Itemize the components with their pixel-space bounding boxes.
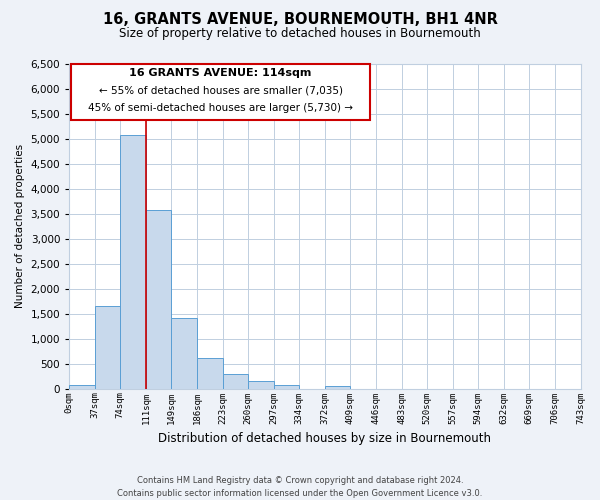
Bar <box>95 306 121 388</box>
Text: 16, GRANTS AVENUE, BOURNEMOUTH, BH1 4NR: 16, GRANTS AVENUE, BOURNEMOUTH, BH1 4NR <box>103 12 497 28</box>
Bar <box>223 374 248 388</box>
Bar <box>325 386 350 388</box>
Bar <box>69 385 95 388</box>
Bar <box>121 135 146 388</box>
Text: 16 GRANTS AVENUE: 114sqm: 16 GRANTS AVENUE: 114sqm <box>130 68 312 78</box>
Text: Contains HM Land Registry data © Crown copyright and database right 2024.
Contai: Contains HM Land Registry data © Crown c… <box>118 476 482 498</box>
X-axis label: Distribution of detached houses by size in Bournemouth: Distribution of detached houses by size … <box>158 432 491 445</box>
Text: ← 55% of detached houses are smaller (7,035): ← 55% of detached houses are smaller (7,… <box>98 86 343 96</box>
Text: 45% of semi-detached houses are larger (5,730) →: 45% of semi-detached houses are larger (… <box>88 103 353 113</box>
Bar <box>274 385 299 388</box>
Text: Size of property relative to detached houses in Bournemouth: Size of property relative to detached ho… <box>119 28 481 40</box>
Y-axis label: Number of detached properties: Number of detached properties <box>15 144 25 308</box>
Bar <box>248 381 274 388</box>
Bar <box>146 210 172 388</box>
Bar <box>172 318 197 388</box>
Bar <box>197 358 223 388</box>
